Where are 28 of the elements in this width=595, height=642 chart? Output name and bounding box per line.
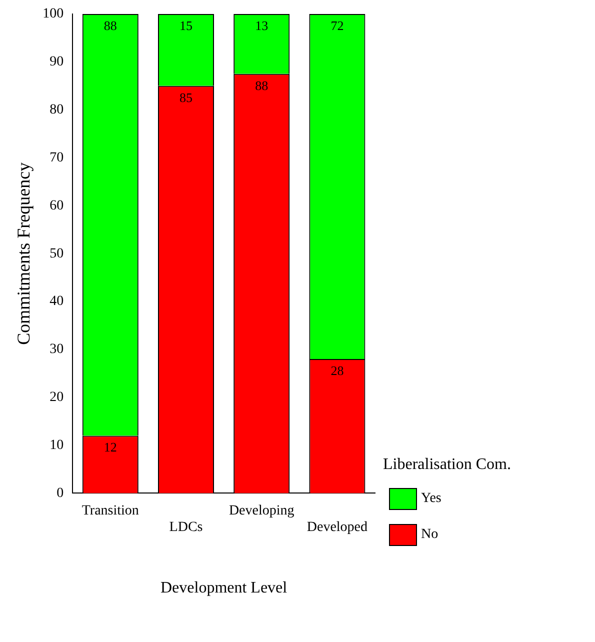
data-label: 15 xyxy=(180,18,192,33)
data-label: 13 xyxy=(255,18,268,33)
x-tick-label: Transition xyxy=(82,503,139,518)
y-tick-label: 90 xyxy=(50,54,64,70)
y-axis-title: Commitments Frequency xyxy=(14,162,34,345)
y-tick-label: 80 xyxy=(50,102,64,118)
data-label: 12 xyxy=(104,440,117,455)
y-tick-label: 10 xyxy=(50,438,64,453)
x-axis-title: Development Level xyxy=(160,580,288,597)
x-tick-label: Developed xyxy=(306,520,368,536)
data-label: 88 xyxy=(255,78,268,93)
y-tick-label: 40 xyxy=(50,294,64,310)
x-tick-label: Developing xyxy=(228,503,294,518)
data-label: 72 xyxy=(330,18,344,33)
text: No xyxy=(421,527,438,543)
data-label: 88 xyxy=(104,18,117,33)
y-tick-label: 100 xyxy=(42,6,64,22)
y-tick-label: 30 xyxy=(50,342,64,358)
x-tick-label: LDCs xyxy=(169,520,203,536)
y-tick-label: 0 xyxy=(56,486,64,501)
y-tick-label: 60 xyxy=(50,198,64,214)
y-tick-label: 50 xyxy=(50,246,64,262)
legend-title: Liberalisation Com. xyxy=(383,456,511,474)
data-label: 85 xyxy=(180,90,192,105)
legend-label: Yes xyxy=(421,491,442,507)
y-tick-label: 20 xyxy=(50,390,64,406)
y-tick-label: 70 xyxy=(50,150,64,166)
data-label: 28 xyxy=(330,362,344,378)
